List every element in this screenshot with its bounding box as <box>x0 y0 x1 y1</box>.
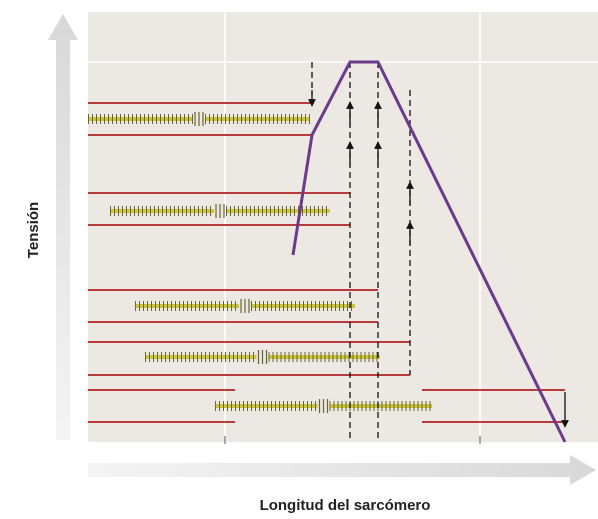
y-axis-label: Tensión <box>25 202 42 258</box>
x-axis-arrow <box>88 455 596 485</box>
tension-curve <box>291 60 567 443</box>
x-axis-label: Longitud del sarcómero <box>260 497 431 514</box>
plot-area <box>88 12 598 442</box>
filaments <box>88 102 565 423</box>
y-axis-arrow <box>48 14 78 440</box>
guides <box>308 62 569 442</box>
